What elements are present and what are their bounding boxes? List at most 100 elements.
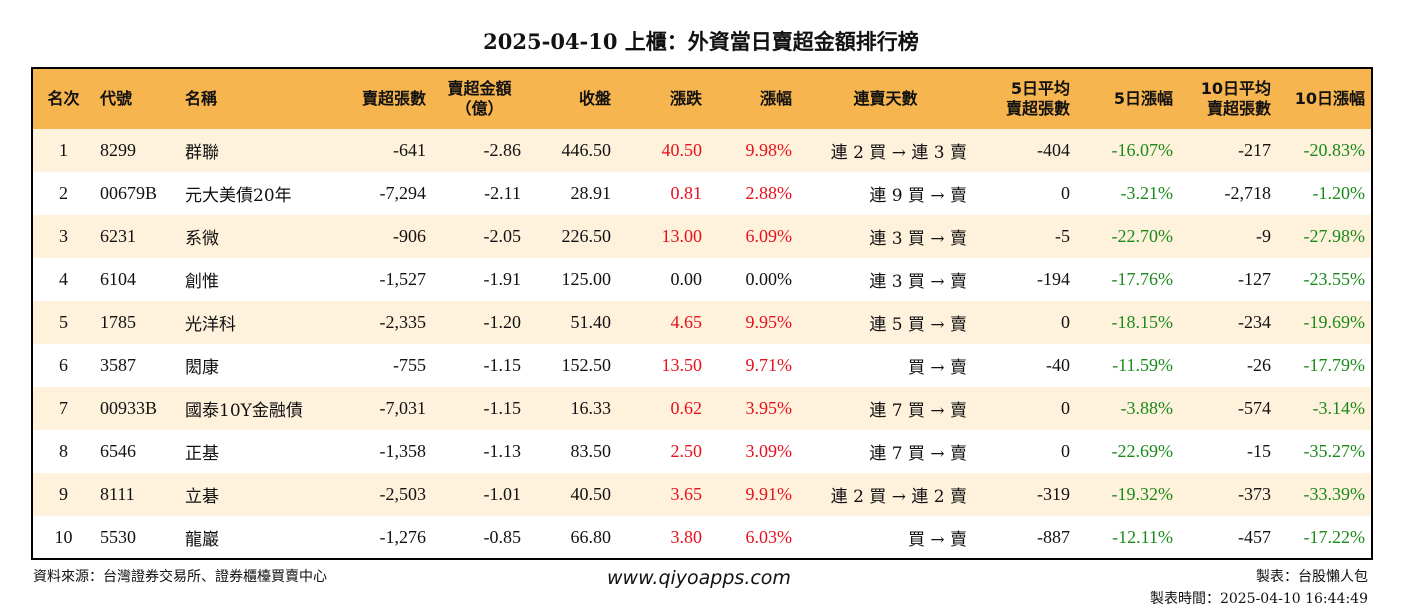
sell-shares-cell: -755 — [393, 355, 426, 375]
sell-days-cell: 連 7 買 → 賣 — [869, 444, 967, 464]
sell-shares-cell: -1,358 — [379, 441, 427, 461]
code-cell: 3587 — [100, 355, 136, 375]
table-row[interactable]: 4 6104 創惟 -1,527 -1.91 125.00 0.00 0.00% 連 3 買 →… — [32, 258, 1372, 301]
avg10-cell: -127 — [1238, 269, 1271, 289]
header-rank[interactable]: 名次 — [47, 89, 80, 108]
rank-cell: 3 — [59, 226, 68, 246]
close-cell: 66.80 — [570, 526, 612, 547]
table-row[interactable]: 3 6231 系微 -906 -2.05 226.50 13.00 6.09% 連 3 買 → … — [32, 215, 1372, 258]
name-cell: 國泰10Y金融債 — [185, 401, 303, 421]
sell-amount-cell: -2.11 — [484, 183, 521, 203]
pct5-cell: -16.07% — [1111, 140, 1174, 160]
rank-cell: 5 — [59, 312, 68, 332]
sell-days-cell: 連 9 買 → 賣 — [869, 186, 967, 206]
code-cell: 8111 — [100, 484, 135, 504]
sell-shares-cell: -7,294 — [379, 183, 427, 203]
sell-days-cell: 連 2 買 → 連 3 賣 — [830, 143, 967, 163]
table-row[interactable]: 6 3587 閎康 -755 -1.15 152.50 13.50 9.71% 買 → 賣 -40… — [32, 344, 1372, 387]
header-avg5[interactable]: 5日平均 賣超張數 — [1005, 79, 1070, 118]
table-row[interactable]: 5 1785 光洋科 -2,335 -1.20 51.40 4.65 9.95% 連 5 買 →… — [32, 301, 1372, 344]
avg10-cell: -15 — [1247, 441, 1271, 461]
sell-shares-cell: -1,276 — [379, 526, 427, 547]
rank-cell: 9 — [59, 484, 68, 504]
avg10-cell: -457 — [1238, 526, 1271, 547]
close-cell: 40.50 — [570, 484, 612, 504]
header-sell-amount[interactable]: 賣超金額 （億） — [447, 79, 512, 118]
generated-time: 製表時間：2025-04-10 16:44:49 — [1149, 591, 1368, 607]
change-pct-cell: 2.88% — [745, 183, 793, 203]
header-pct10[interactable]: 10日漲幅 — [1294, 89, 1365, 108]
avg10-cell: -2,718 — [1224, 183, 1272, 203]
change-pct-cell: 9.95% — [745, 312, 793, 332]
table-row[interactable]: 9 8111 立碁 -2,503 -1.01 40.50 3.65 9.91% 連 2 買 → … — [32, 473, 1372, 516]
header-name[interactable]: 名稱 — [185, 89, 218, 108]
rank-cell: 10 — [54, 526, 73, 547]
sell-amount-cell: -1.91 — [483, 269, 522, 289]
code-cell: 00679B — [100, 183, 158, 203]
code-cell: 8299 — [100, 140, 136, 160]
sell-days-cell: 連 5 買 → 賣 — [869, 315, 967, 335]
change-cell: 3.65 — [670, 484, 703, 504]
header-pct5[interactable]: 5日漲幅 — [1113, 89, 1173, 108]
sell-amount-cell: -2.86 — [483, 140, 522, 160]
pct10-cell: -1.20% — [1312, 183, 1366, 203]
avg5-cell: 0 — [1061, 441, 1070, 461]
close-cell: 28.91 — [570, 183, 612, 203]
pct10-cell: -33.39% — [1303, 484, 1366, 504]
pct10-cell: -35.27% — [1303, 441, 1366, 461]
pct10-cell: -23.55% — [1303, 269, 1366, 289]
rank-cell: 4 — [59, 269, 68, 289]
avg10-cell: -574 — [1238, 398, 1271, 418]
sell-amount-cell: -1.01 — [483, 484, 522, 504]
name-cell: 立碁 — [185, 487, 219, 507]
avg5-cell: 0 — [1061, 312, 1070, 332]
pct5-cell: -18.15% — [1111, 312, 1174, 332]
rank-cell: 2 — [59, 183, 68, 203]
sell-days-cell: 連 2 買 → 連 2 賣 — [830, 487, 967, 507]
header-sell-shares[interactable]: 賣超張數 — [361, 89, 426, 108]
rank-cell: 6 — [59, 355, 68, 375]
code-cell: 6104 — [100, 269, 136, 289]
avg5-cell: -5 — [1055, 226, 1070, 246]
sell-days-cell: 買 → 賣 — [907, 358, 967, 378]
sell-days-cell: 連 3 買 → 賣 — [869, 229, 967, 249]
change-cell: 0.62 — [670, 398, 703, 418]
sell-shares-cell: -641 — [393, 140, 426, 160]
header-sell-days[interactable]: 連賣天數 — [853, 89, 918, 108]
table-row[interactable]: 1 8299 群聯 -641 -2.86 446.50 40.50 9.98% 連 2 買 → … — [32, 129, 1372, 172]
avg5-cell: -887 — [1037, 526, 1070, 547]
avg5-cell: 0 — [1061, 183, 1070, 203]
table-row[interactable]: 7 00933B 國泰10Y金融債 -7,031 -1.15 16.33 0.62 3.95%… — [32, 387, 1372, 430]
pct5-cell: -19.32% — [1111, 484, 1174, 504]
pct10-cell: -20.83% — [1303, 140, 1366, 160]
website-link[interactable]: www.qiyoapps.com — [607, 567, 791, 589]
header-change[interactable]: 漲跌 — [669, 89, 702, 108]
change-cell: 0.81 — [670, 183, 703, 203]
close-cell: 125.00 — [561, 269, 612, 289]
table-row[interactable]: 8 6546 正基 -1,358 -1.13 83.50 2.50 3.09% 連 7 買 → … — [32, 430, 1372, 473]
avg10-cell: -217 — [1238, 140, 1271, 160]
code-cell: 6231 — [100, 226, 136, 246]
name-cell: 閎康 — [185, 358, 219, 378]
sell-amount-cell: -1.15 — [483, 355, 522, 375]
name-cell: 群聯 — [185, 143, 219, 163]
sell-days-cell: 連 7 買 → 賣 — [869, 401, 967, 421]
avg5-cell: -194 — [1037, 269, 1070, 289]
code-cell: 1785 — [100, 312, 136, 332]
table-row[interactable]: 2 00679B 元大美債20年 -7,294 -2.11 28.91 0.81 2.88% 連… — [32, 172, 1372, 215]
table-row[interactable]: 10 5530 龍巖 -1,276 -0.85 66.80 3.80 6.03% 買 → 賣 -8… — [32, 516, 1372, 559]
name-cell: 元大美債20年 — [185, 186, 292, 206]
header-change-pct[interactable]: 漲幅 — [759, 89, 792, 108]
code-cell: 00933B — [100, 398, 158, 418]
pct10-cell: -27.98% — [1303, 226, 1366, 246]
rank-cell: 7 — [59, 398, 68, 418]
avg5-cell: -40 — [1046, 355, 1070, 375]
close-cell: 226.50 — [561, 226, 612, 246]
header-code[interactable]: 代號 — [100, 89, 133, 108]
change-cell: 13.50 — [661, 355, 703, 375]
page-title: 2025-04-10 上櫃：外資當日賣超金額排行榜 — [483, 29, 919, 54]
header-avg10[interactable]: 10日平均 賣超張數 — [1200, 79, 1271, 118]
header-close[interactable]: 收盤 — [578, 89, 611, 108]
change-pct-cell: 9.91% — [745, 484, 793, 504]
change-cell: 4.65 — [670, 312, 703, 332]
